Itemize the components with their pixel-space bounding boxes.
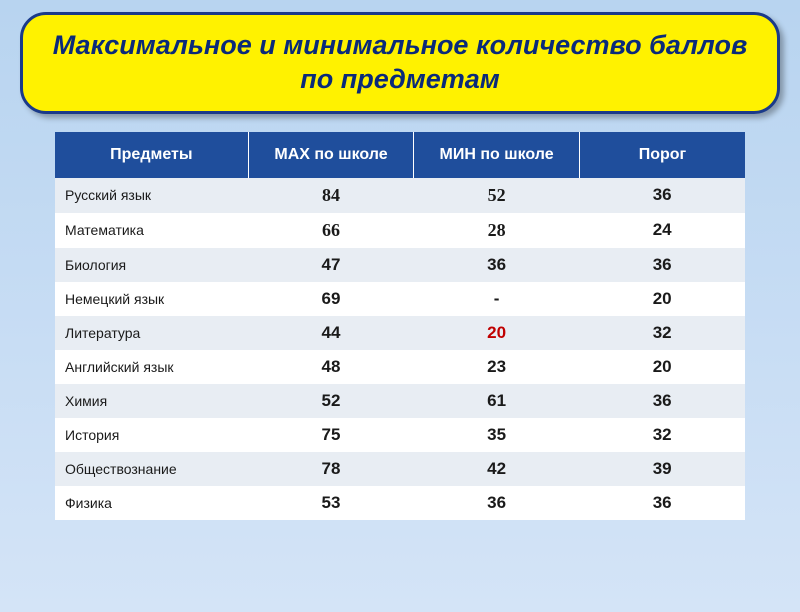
cell-threshold: 32 [579,316,745,350]
cell-threshold: 39 [579,452,745,486]
cell-subject: Английский язык [55,350,248,384]
table-row: Математика662824 [55,213,745,248]
header-min: МИН по школе [414,132,580,178]
cell-max: 52 [248,384,414,418]
cell-max: 84 [248,178,414,213]
title-box: Максимальное и минимальное количество ба… [20,12,780,114]
cell-max: 78 [248,452,414,486]
cell-min: 35 [414,418,580,452]
cell-max: 44 [248,316,414,350]
header-subject: Предметы [55,132,248,178]
cell-subject: Математика [55,213,248,248]
cell-threshold: 32 [579,418,745,452]
cell-max: 75 [248,418,414,452]
table-row: История753532 [55,418,745,452]
table-body: Русский язык845236Математика662824Биолог… [55,178,745,520]
cell-min: - [414,282,580,316]
cell-subject: Биология [55,248,248,282]
table-row: Физика533636 [55,486,745,520]
table-row: Немецкий язык69-20 [55,282,745,316]
table-row: Литература442032 [55,316,745,350]
cell-threshold: 36 [579,384,745,418]
scores-table: Предметы МАХ по школе МИН по школе Порог… [55,132,745,520]
cell-min: 36 [414,486,580,520]
cell-threshold: 36 [579,486,745,520]
cell-min: 61 [414,384,580,418]
table-row: Русский язык845236 [55,178,745,213]
cell-subject: Русский язык [55,178,248,213]
cell-min: 36 [414,248,580,282]
page-title: Максимальное и минимальное количество ба… [47,29,753,97]
cell-subject: Немецкий язык [55,282,248,316]
cell-subject: Литература [55,316,248,350]
cell-min: 20 [414,316,580,350]
cell-max: 69 [248,282,414,316]
table-row: Английский язык482320 [55,350,745,384]
cell-subject: Химия [55,384,248,418]
cell-threshold: 36 [579,248,745,282]
cell-subject: Обществознание [55,452,248,486]
cell-min: 23 [414,350,580,384]
cell-subject: Физика [55,486,248,520]
cell-min: 52 [414,178,580,213]
cell-threshold: 20 [579,350,745,384]
cell-max: 53 [248,486,414,520]
cell-threshold: 24 [579,213,745,248]
cell-threshold: 20 [579,282,745,316]
cell-max: 48 [248,350,414,384]
scores-table-container: Предметы МАХ по школе МИН по школе Порог… [55,132,745,520]
table-header-row: Предметы МАХ по школе МИН по школе Порог [55,132,745,178]
table-row: Обществознание784239 [55,452,745,486]
cell-subject: История [55,418,248,452]
table-row: Химия526136 [55,384,745,418]
cell-min: 42 [414,452,580,486]
cell-max: 66 [248,213,414,248]
cell-threshold: 36 [579,178,745,213]
cell-min: 28 [414,213,580,248]
table-row: Биология473636 [55,248,745,282]
header-threshold: Порог [579,132,745,178]
cell-max: 47 [248,248,414,282]
header-max: МАХ по школе [248,132,414,178]
